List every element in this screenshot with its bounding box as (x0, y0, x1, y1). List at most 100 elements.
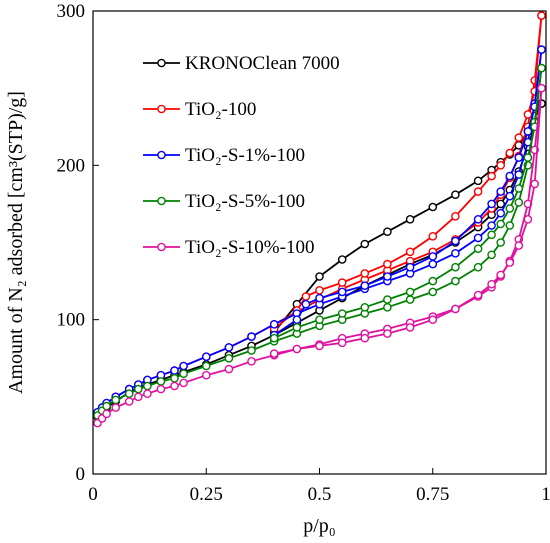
data-point (537, 45, 546, 54)
data-point (383, 227, 392, 236)
data-point (487, 199, 496, 209)
data-point (487, 230, 496, 240)
data-point (337, 338, 347, 348)
data-point (337, 255, 347, 264)
legend-marker (157, 104, 166, 114)
data-point (496, 160, 506, 170)
data-point (383, 302, 392, 312)
data-point (514, 133, 524, 142)
data-point (224, 353, 234, 363)
data-point (514, 198, 524, 207)
adsorption-line (96, 103, 543, 418)
legend-label: TiO₂-S-5%-100 (185, 191, 305, 212)
data-point (405, 214, 415, 224)
adsorption-line (96, 15, 543, 413)
data-point (451, 276, 460, 286)
data-point (170, 366, 179, 375)
data-point (383, 329, 392, 338)
data-point (537, 11, 546, 20)
legend-marker (157, 58, 166, 68)
data-point (143, 389, 152, 399)
data-point (537, 83, 546, 93)
data-point (247, 356, 256, 366)
data-point (269, 333, 279, 343)
x-tick-label: 0.75 (416, 484, 449, 505)
data-point (428, 276, 438, 286)
data-point (530, 179, 540, 189)
data-point (451, 236, 460, 246)
data-point (473, 233, 483, 243)
data-point (383, 295, 392, 304)
legend-item: TiO₂-S-10%-100 (143, 237, 314, 258)
legend-item: KRONOClean 7000 (143, 53, 340, 74)
data-point (473, 290, 483, 300)
data-point (224, 364, 234, 374)
data-point (473, 214, 483, 224)
data-point (451, 262, 460, 272)
y-axis-ticks: 0 100 200 300 (57, 1, 99, 485)
plot-area (93, 11, 546, 428)
data-point (473, 187, 483, 196)
data-point (360, 333, 370, 343)
data-point (451, 211, 460, 221)
data-point (428, 252, 438, 261)
data-point (360, 281, 370, 291)
adsorption-line (96, 67, 543, 417)
legend-marker (157, 150, 166, 160)
data-point (156, 384, 166, 394)
legend-label: TiO₂-S-10%-100 (185, 237, 314, 258)
data-point (269, 319, 279, 329)
legend-marker (157, 196, 166, 206)
data-point (224, 343, 234, 352)
data-point (301, 292, 311, 301)
data-point (487, 250, 496, 260)
data-point (292, 323, 302, 332)
data-point (487, 221, 496, 230)
data-point (505, 148, 515, 158)
data-point (179, 378, 188, 388)
data-point (301, 299, 311, 309)
legend-marker (157, 242, 166, 252)
data-point (111, 403, 120, 412)
x-tick-label: 0 (88, 484, 98, 505)
data-point (428, 315, 438, 325)
data-point (487, 279, 496, 289)
data-point (102, 409, 111, 419)
data-point (337, 309, 347, 318)
data-point (360, 302, 370, 312)
data-point (428, 259, 438, 269)
data-point (505, 204, 515, 213)
legend-item: TiO₂-S-1%-100 (143, 145, 305, 166)
data-point (496, 199, 506, 209)
data-point (133, 392, 143, 402)
series-2 (93, 45, 546, 417)
data-point (523, 214, 533, 224)
data-point (201, 370, 211, 380)
plot-frame (92, 10, 547, 475)
data-point (201, 361, 211, 371)
data-point (514, 184, 524, 193)
data-point (505, 258, 515, 267)
data-point (405, 323, 415, 332)
data-point (428, 231, 438, 241)
axes (92, 10, 547, 475)
data-point (360, 269, 370, 278)
series-3 (93, 63, 546, 420)
series-4 (93, 83, 546, 428)
data-point (315, 293, 324, 303)
legend-label: TiO₂-S-1%-100 (185, 145, 305, 166)
data-point (315, 341, 324, 351)
data-point (473, 176, 483, 186)
data-point (428, 287, 438, 297)
data-point (315, 315, 324, 325)
legend-item: TiO₂-100 (143, 99, 256, 120)
data-point (523, 153, 533, 162)
data-point (156, 377, 166, 386)
data-point (170, 373, 179, 383)
legend-item: TiO₂-S-5%-100 (143, 191, 305, 212)
data-point (102, 401, 111, 411)
data-point (505, 191, 515, 201)
adsorption-line (96, 49, 543, 413)
data-point (383, 259, 392, 269)
